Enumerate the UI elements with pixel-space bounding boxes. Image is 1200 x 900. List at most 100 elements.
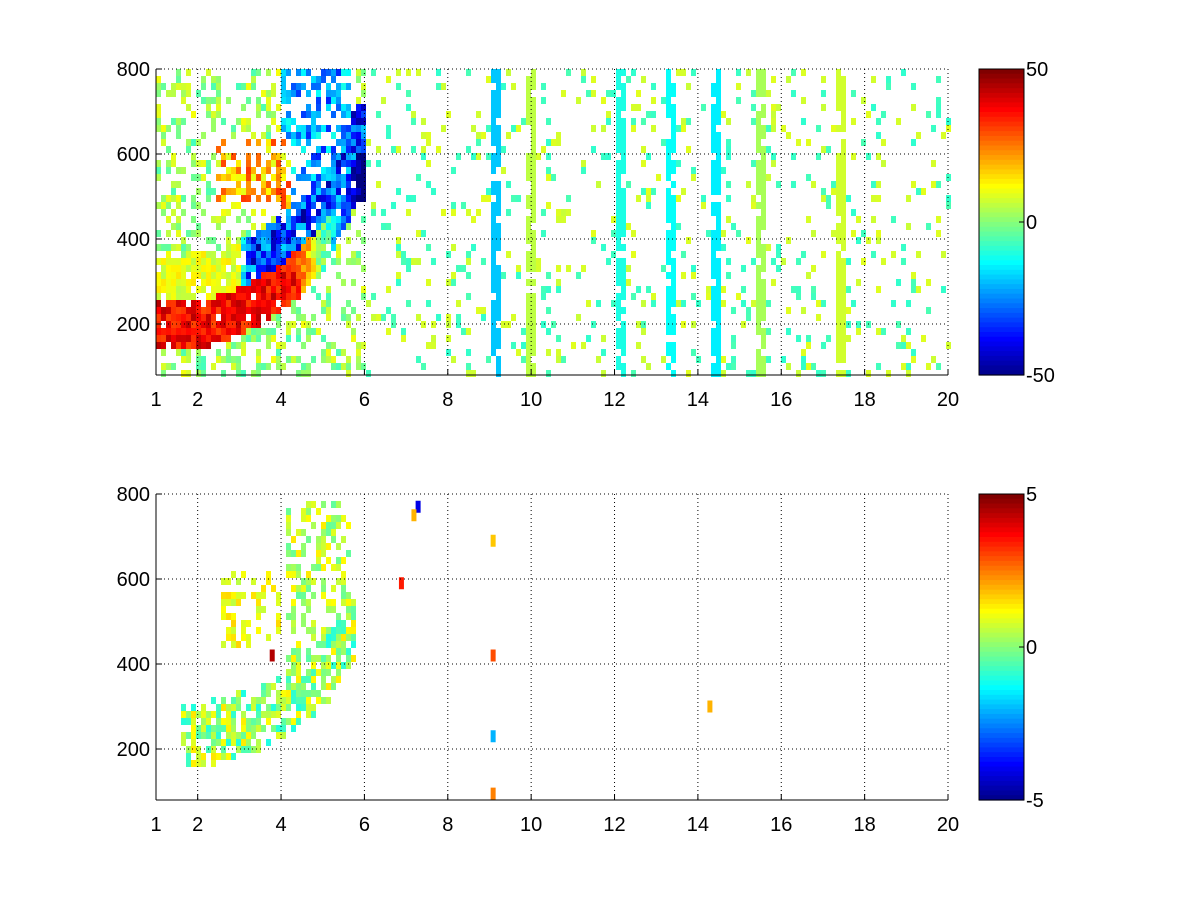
heatmap-cell: [256, 704, 261, 711]
isolated-point: [269, 649, 275, 662]
heatmap-cell: [936, 97, 941, 104]
heatmap-cell: [286, 690, 291, 697]
heatmap-cell: [466, 293, 471, 300]
heatmap-cell: [846, 335, 851, 342]
heatmap-cell: [491, 314, 496, 321]
heatmap-cell: [666, 328, 671, 335]
heatmap-cell: [721, 244, 726, 251]
heatmap-cell: [281, 69, 286, 76]
heatmap-cell: [236, 160, 241, 167]
heatmap-cell: [291, 90, 296, 97]
x-tick-label: 18: [854, 814, 876, 836]
x-tick-label: 12: [603, 389, 625, 411]
heatmap-cell: [471, 216, 476, 223]
colorbar-segment: [979, 121, 1024, 127]
heatmap-cell: [281, 251, 286, 258]
heatmap-cell: [606, 111, 611, 118]
heatmap-cell: [301, 342, 306, 349]
heatmap-cell: [671, 370, 676, 377]
y-tick-label: 200: [117, 739, 150, 761]
heatmap-cell: [171, 83, 176, 90]
heatmap-cell: [196, 363, 201, 370]
heatmap-cell: [321, 641, 326, 648]
heatmap-cell: [286, 522, 291, 529]
colorbar-segment: [979, 503, 1024, 509]
heatmap-cell: [216, 307, 221, 314]
colorbar-segment: [979, 795, 1024, 801]
heatmap-cell: [801, 69, 806, 76]
heatmap-cell: [336, 97, 341, 104]
heatmap-cell: [286, 718, 291, 725]
heatmap-cell: [331, 97, 336, 104]
heatmap-cell: [286, 300, 291, 307]
heatmap-cell: [306, 279, 311, 286]
heatmap-cell: [296, 592, 301, 599]
heatmap-cell: [251, 251, 256, 258]
heatmap-cell: [631, 293, 636, 300]
heatmap-cell: [251, 328, 256, 335]
heatmap-cell: [526, 349, 531, 356]
heatmap-cell: [356, 146, 361, 153]
heatmap-cell: [761, 216, 766, 223]
heatmap-cell: [251, 725, 256, 732]
heatmap-cell: [236, 328, 241, 335]
heatmap-cell: [156, 76, 161, 83]
heatmap-cell: [296, 265, 301, 272]
heatmap-cell: [176, 335, 181, 342]
heatmap-cell: [176, 76, 181, 83]
heatmap-cell: [286, 508, 291, 515]
heatmap-cell: [491, 230, 496, 237]
heatmap-cell: [741, 321, 746, 328]
heatmap-cell: [531, 188, 536, 195]
heatmap-cell: [561, 216, 566, 223]
heatmap-cell: [266, 244, 271, 251]
heatmap-cell: [836, 76, 841, 83]
heatmap-cell: [341, 146, 346, 153]
heatmap-cell: [766, 328, 771, 335]
heatmap-cell: [711, 300, 716, 307]
heatmap-cell: [221, 704, 226, 711]
heatmap-cell: [256, 370, 261, 377]
heatmap-cell: [196, 314, 201, 321]
heatmap-cell: [266, 111, 271, 118]
heatmap-cell: [606, 258, 611, 265]
heatmap-cell: [256, 356, 261, 363]
heatmap-cell: [306, 111, 311, 118]
heatmap-cell: [636, 104, 641, 111]
colorbar-segment: [979, 140, 1024, 147]
heatmap-cell: [491, 153, 496, 160]
heatmap-cell: [336, 669, 341, 676]
heatmap-cell: [281, 223, 286, 230]
heatmap-cell: [226, 335, 231, 342]
heatmap-cell: [191, 314, 196, 321]
heatmap-cell: [196, 286, 201, 293]
heatmap-cell: [946, 125, 951, 132]
heatmap-cell: [341, 139, 346, 146]
heatmap-cell: [331, 167, 336, 174]
heatmap-cell: [426, 342, 431, 349]
heatmap-cell: [756, 251, 761, 258]
colorbar-segment: [979, 298, 1024, 304]
heatmap-cell: [756, 230, 761, 237]
heatmap-cell: [231, 620, 236, 627]
heatmap-cell: [556, 286, 561, 293]
heatmap-cell: [621, 160, 626, 167]
heatmap-cell: [756, 90, 761, 97]
colorbar-segment: [979, 222, 1024, 228]
heatmap-cell: [531, 251, 536, 258]
heatmap-cell: [346, 195, 351, 202]
heatmap-cell: [296, 69, 301, 76]
heatmap-cell: [236, 307, 241, 314]
heatmap-cell: [851, 209, 856, 216]
heatmap-cell: [671, 160, 676, 167]
colorbar-segment: [979, 83, 1024, 89]
heatmap-cell: [616, 118, 621, 125]
heatmap-cell: [361, 237, 366, 244]
heatmap-cell: [471, 370, 476, 377]
heatmap-cell: [181, 286, 186, 293]
heatmap-cell: [396, 237, 401, 244]
heatmap-cell: [296, 244, 301, 251]
heatmap-cell: [266, 363, 271, 370]
heatmap-cell: [221, 265, 226, 272]
heatmap-cell: [236, 286, 241, 293]
